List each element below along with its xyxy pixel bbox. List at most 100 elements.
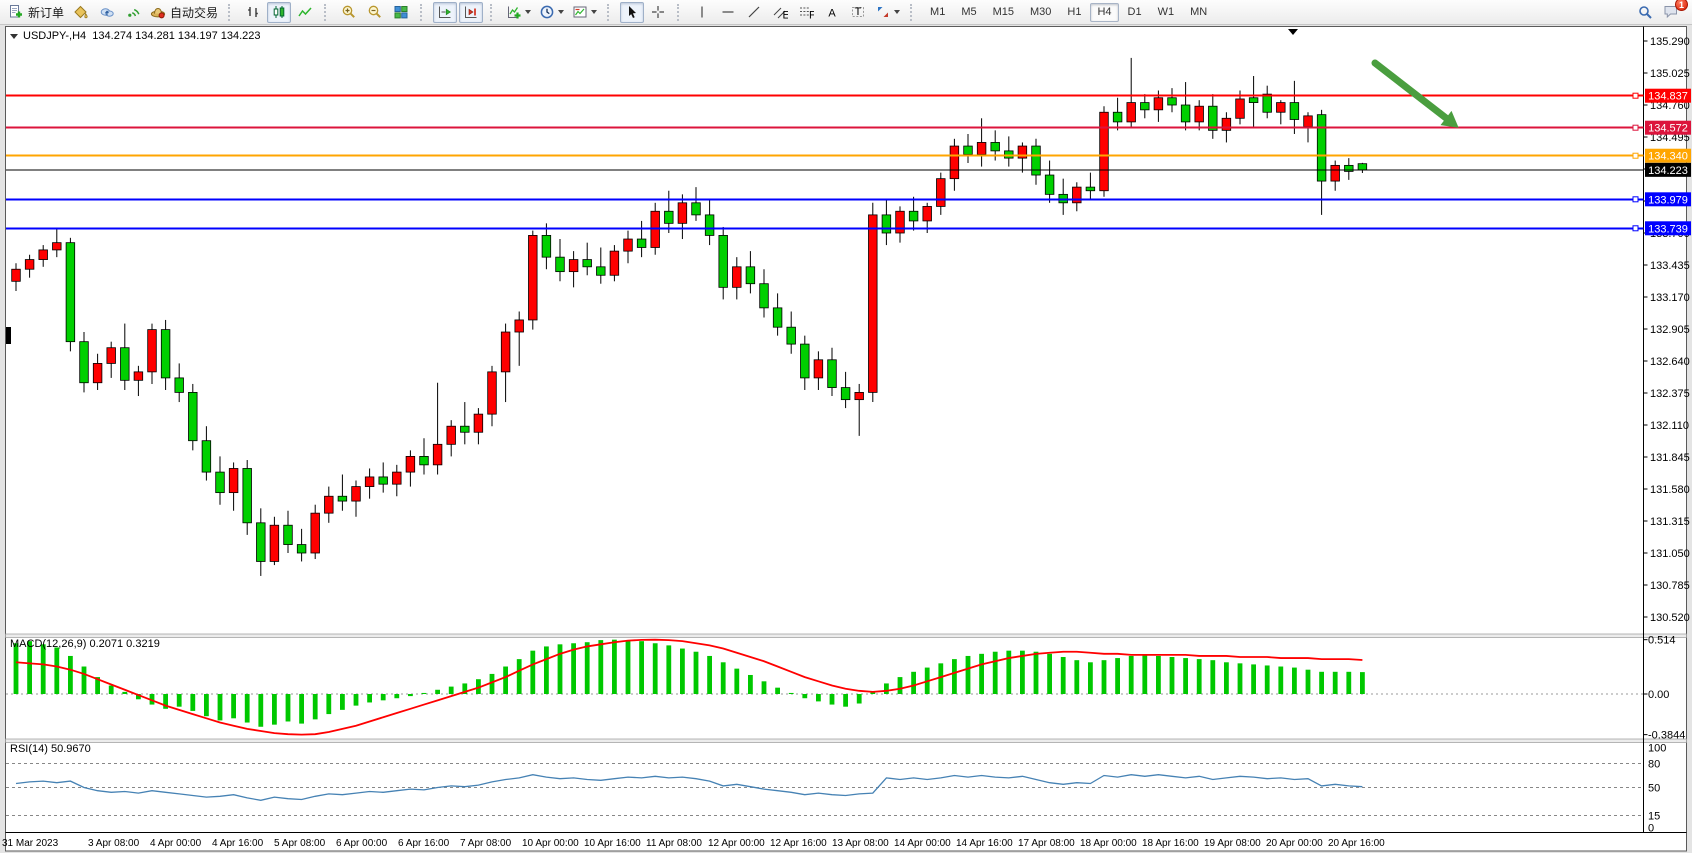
- publish-cloud-icon: [100, 8, 114, 17]
- toolbar-handle: [607, 3, 614, 21]
- svg-text:135.025: 135.025: [1650, 68, 1690, 80]
- indicators-icon: [508, 6, 521, 19]
- indicators-button[interactable]: [503, 2, 534, 23]
- svg-text:134.495: 134.495: [1650, 132, 1690, 144]
- svg-text:50: 50: [1648, 783, 1660, 795]
- svg-text:0.514: 0.514: [1648, 635, 1676, 647]
- symbol-dropdown-icon[interactable]: [10, 33, 18, 39]
- auto-scroll-button[interactable]: [433, 1, 458, 23]
- tile-windows-button[interactable]: [389, 2, 413, 23]
- search-button[interactable]: [1633, 2, 1657, 23]
- chevron-down-icon: [894, 10, 901, 14]
- paint-bucket-button[interactable]: [69, 2, 93, 23]
- zoom-in-icon: [342, 5, 355, 18]
- timeframe-m15[interactable]: M15: [986, 3, 1021, 22]
- svg-text:F: F: [809, 10, 814, 21]
- svg-text:132.905: 132.905: [1650, 324, 1690, 336]
- svg-text:10 Apr 16:00: 10 Apr 16:00: [584, 838, 641, 849]
- cursor-button[interactable]: [620, 1, 645, 23]
- svg-text:13 Apr 08:00: 13 Apr 08:00: [832, 838, 889, 849]
- horizontal-line-icon: [722, 11, 734, 13]
- svg-text:5 Apr 08:00: 5 Apr 08:00: [274, 838, 326, 849]
- svg-text:6 Apr 00:00: 6 Apr 00:00: [336, 838, 388, 849]
- new-order-icon: [10, 5, 22, 18]
- level-lines: 134.837 134.572 134.340 133.979 133.739: [6, 88, 1691, 236]
- timeframe-h1[interactable]: H1: [1060, 3, 1088, 22]
- toolbar-handle: [420, 3, 427, 21]
- line-chart-icon: [298, 7, 312, 17]
- svg-text:E: E: [783, 10, 789, 21]
- zoom-out-button[interactable]: [363, 2, 387, 23]
- text-button[interactable]: A: [820, 2, 844, 23]
- svg-text:6 Apr 16:00: 6 Apr 16:00: [398, 838, 450, 849]
- signal-icon: [128, 8, 140, 17]
- zoom-in-button[interactable]: [337, 2, 361, 23]
- svg-text:14 Apr 00:00: 14 Apr 00:00: [894, 838, 951, 849]
- left-edge-object: [6, 327, 11, 344]
- svg-text:7 Apr 08:00: 7 Apr 08:00: [460, 838, 512, 849]
- text-label-button[interactable]: T: [846, 2, 870, 23]
- vertical-line-button[interactable]: [690, 2, 714, 23]
- quick-menu-arrow: [1288, 29, 1298, 35]
- timeframe-m30[interactable]: M30: [1023, 3, 1058, 22]
- timeframe-d1[interactable]: D1: [1121, 3, 1149, 22]
- svg-text:80: 80: [1648, 759, 1660, 771]
- auto-scroll-icon: [439, 6, 451, 18]
- bar-chart-button[interactable]: [241, 2, 265, 23]
- periods-button[interactable]: [536, 2, 567, 23]
- new-order-label: 新订单: [28, 5, 65, 20]
- svg-text:12 Apr 16:00: 12 Apr 16:00: [770, 838, 827, 849]
- new-order-button[interactable]: 新订单: [5, 2, 67, 23]
- equidistant-channel-icon: E: [773, 7, 789, 21]
- svg-text:11 Apr 08:00: 11 Apr 08:00: [646, 838, 702, 849]
- timeframe-h4[interactable]: H4: [1090, 2, 1119, 22]
- publish-button[interactable]: [95, 2, 119, 23]
- toolbar-handle: [490, 3, 497, 21]
- periods-clock-icon: [540, 5, 554, 19]
- svg-text:131.050: 131.050: [1650, 548, 1690, 560]
- svg-text:10 Apr 00:00: 10 Apr 00:00: [522, 838, 579, 849]
- svg-text:14 Apr 16:00: 14 Apr 16:00: [956, 838, 1013, 849]
- svg-text:18 Apr 16:00: 18 Apr 16:00: [1142, 838, 1199, 849]
- svg-text:18 Apr 00:00: 18 Apr 00:00: [1080, 838, 1137, 849]
- chart-shift-button[interactable]: [459, 1, 484, 23]
- crosshair-button[interactable]: [646, 2, 670, 23]
- timeframe-mn[interactable]: MN: [1183, 3, 1214, 22]
- arrows-button[interactable]: [872, 2, 903, 23]
- equidistant-channel-button[interactable]: E: [768, 2, 792, 23]
- autotrading-label: 自动交易: [170, 5, 219, 20]
- svg-text:133.739: 133.739: [1648, 223, 1688, 235]
- timeframe-m1[interactable]: M1: [923, 3, 952, 22]
- svg-text:132.110: 132.110: [1650, 420, 1689, 432]
- search-icon: [1639, 6, 1652, 19]
- signal-button[interactable]: [121, 2, 145, 23]
- trendline-button[interactable]: [742, 2, 766, 23]
- svg-text:15: 15: [1648, 811, 1660, 823]
- template-icon: [573, 6, 587, 18]
- timeframe-m5[interactable]: M5: [954, 3, 983, 22]
- chart-title[interactable]: USDJPY-,H4 134.274 134.281 134.197 134.2…: [10, 30, 261, 42]
- autotrading-button[interactable]: 自动交易: [147, 2, 221, 23]
- svg-text:131.580: 131.580: [1650, 484, 1690, 496]
- template-button[interactable]: [569, 2, 600, 23]
- autotrading-hat-icon: [150, 7, 166, 19]
- svg-text:134.223: 134.223: [1648, 165, 1688, 177]
- candlestick-chart-button[interactable]: [267, 1, 292, 23]
- timeframe-w1[interactable]: W1: [1151, 3, 1182, 22]
- macd-indicator-label: MACD(12,26,9) 0.2071 0.3219: [10, 638, 160, 650]
- toolbar-handle: [677, 3, 684, 21]
- horizontal-line-button[interactable]: [716, 2, 740, 23]
- line-chart-button[interactable]: [293, 2, 317, 23]
- svg-text:20 Apr 16:00: 20 Apr 16:00: [1328, 838, 1385, 849]
- chevron-down-icon: [558, 10, 565, 14]
- svg-text:131.845: 131.845: [1650, 452, 1690, 464]
- chevron-down-icon: [591, 10, 598, 14]
- svg-text:133.979: 133.979: [1648, 194, 1688, 206]
- svg-text:134.572: 134.572: [1648, 123, 1688, 135]
- fibonacci-icon: F: [800, 7, 814, 21]
- arrows-icon: [878, 7, 889, 17]
- svg-text:131.315: 131.315: [1650, 516, 1690, 528]
- candles: [11, 57, 1368, 576]
- fibonacci-button[interactable]: F: [794, 2, 818, 23]
